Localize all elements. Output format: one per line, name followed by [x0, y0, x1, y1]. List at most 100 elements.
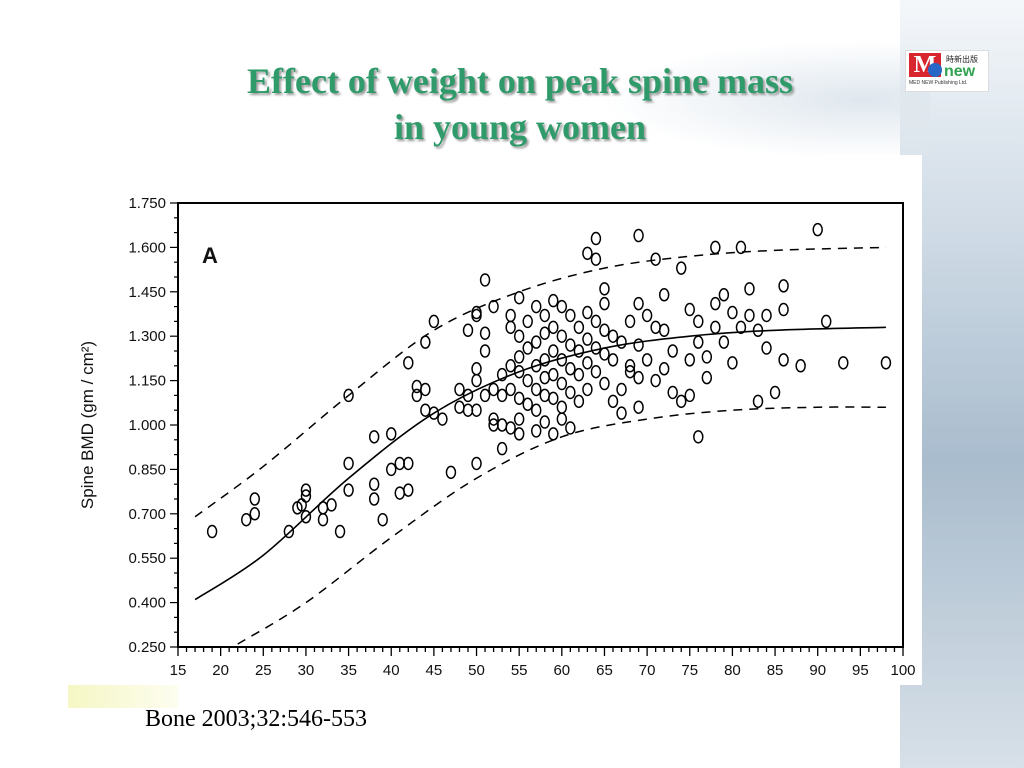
data-point [249, 507, 261, 521]
data-point [530, 424, 542, 438]
data-point [599, 282, 610, 296]
data-point [522, 341, 533, 355]
data-point [565, 308, 576, 323]
y-tick-label: 0.250 [128, 639, 166, 656]
data-point [556, 329, 568, 343]
data-point [411, 379, 423, 394]
data-point [633, 228, 644, 243]
data-point [590, 231, 602, 246]
data-point [462, 388, 474, 403]
data-point [496, 418, 508, 432]
data-point [505, 382, 516, 397]
data-point [778, 353, 789, 367]
data-point [530, 299, 542, 314]
data-point [565, 338, 576, 352]
data-point [675, 394, 687, 409]
data-point [710, 240, 721, 255]
data-point [385, 462, 397, 477]
data-point [530, 382, 542, 397]
data-point [599, 347, 610, 361]
data-point [548, 320, 559, 335]
data-point [658, 323, 670, 338]
regression-line [194, 326, 886, 601]
x-tick-label: 25 [255, 662, 272, 679]
data-point [607, 394, 619, 409]
data-point [573, 344, 585, 358]
logo-chinese-text: 時新出版 [946, 55, 978, 64]
data-point [317, 501, 329, 515]
data-point [744, 282, 755, 296]
data-point [505, 421, 516, 435]
data-point [744, 308, 755, 323]
data-point [667, 344, 678, 358]
data-point [633, 296, 644, 311]
data-point [326, 498, 337, 512]
data-point [488, 382, 499, 397]
data-point [513, 329, 525, 343]
data-point [812, 222, 823, 237]
data-point [505, 359, 516, 373]
y-tick-label: 1.750 [128, 195, 166, 212]
data-point [530, 359, 542, 373]
y-tick-label: 0.700 [128, 506, 166, 523]
data-point [334, 524, 346, 539]
y-tick-label: 1.000 [128, 417, 166, 434]
data-point [522, 373, 533, 388]
x-tick-label: 95 [852, 662, 869, 679]
data-point [530, 335, 542, 349]
data-point [624, 364, 636, 379]
data-point [454, 400, 465, 414]
data-point [582, 332, 593, 346]
data-point [667, 385, 678, 400]
data-point [522, 314, 533, 329]
chart-figure: 15 20 25 30 35 40 45 50 55 60 65 70 75 80 85 90 95 100 0.2… [60, 155, 922, 685]
data-point [403, 356, 414, 370]
data-point [385, 427, 397, 441]
logo-subtitle: MED NEW Publishing Ltd. [909, 80, 968, 86]
data-point [368, 477, 380, 491]
confidence-band-line [237, 406, 886, 645]
data-point [445, 465, 457, 480]
data-point [420, 335, 431, 349]
x-tick-label: 85 [767, 662, 784, 679]
data-point [471, 456, 482, 471]
data-point [428, 314, 440, 329]
data-point [437, 412, 448, 426]
data-point [479, 273, 491, 287]
data-point [880, 356, 892, 370]
data-point [838, 356, 849, 370]
data-point [727, 356, 738, 370]
data-point [548, 293, 559, 308]
data-point [693, 314, 704, 329]
data-point [769, 385, 781, 400]
data-point [693, 335, 704, 349]
data-point [530, 403, 542, 417]
data-point [343, 456, 354, 471]
data-point [513, 427, 525, 441]
data-point [471, 305, 482, 320]
data-point [479, 388, 491, 403]
data-point [368, 492, 380, 506]
data-point [718, 335, 730, 349]
data-point [513, 391, 525, 406]
data-point [582, 305, 593, 320]
decorative-accent-bar [68, 684, 178, 708]
data-point [317, 512, 329, 527]
data-point [752, 323, 764, 338]
data-point [727, 305, 738, 320]
data-point [633, 400, 644, 414]
data-point [633, 370, 644, 385]
data-point [684, 388, 696, 403]
data-point [573, 320, 585, 335]
data-point [539, 388, 551, 403]
data-point [590, 364, 602, 379]
data-point [462, 323, 474, 338]
data-point [590, 314, 602, 329]
x-tick-label: 65 [596, 662, 613, 679]
data-point [565, 421, 576, 435]
data-point [701, 370, 713, 385]
data-point [761, 341, 772, 355]
data-point [539, 415, 551, 429]
x-tick-label: 20 [212, 662, 229, 679]
data-point [548, 427, 559, 441]
